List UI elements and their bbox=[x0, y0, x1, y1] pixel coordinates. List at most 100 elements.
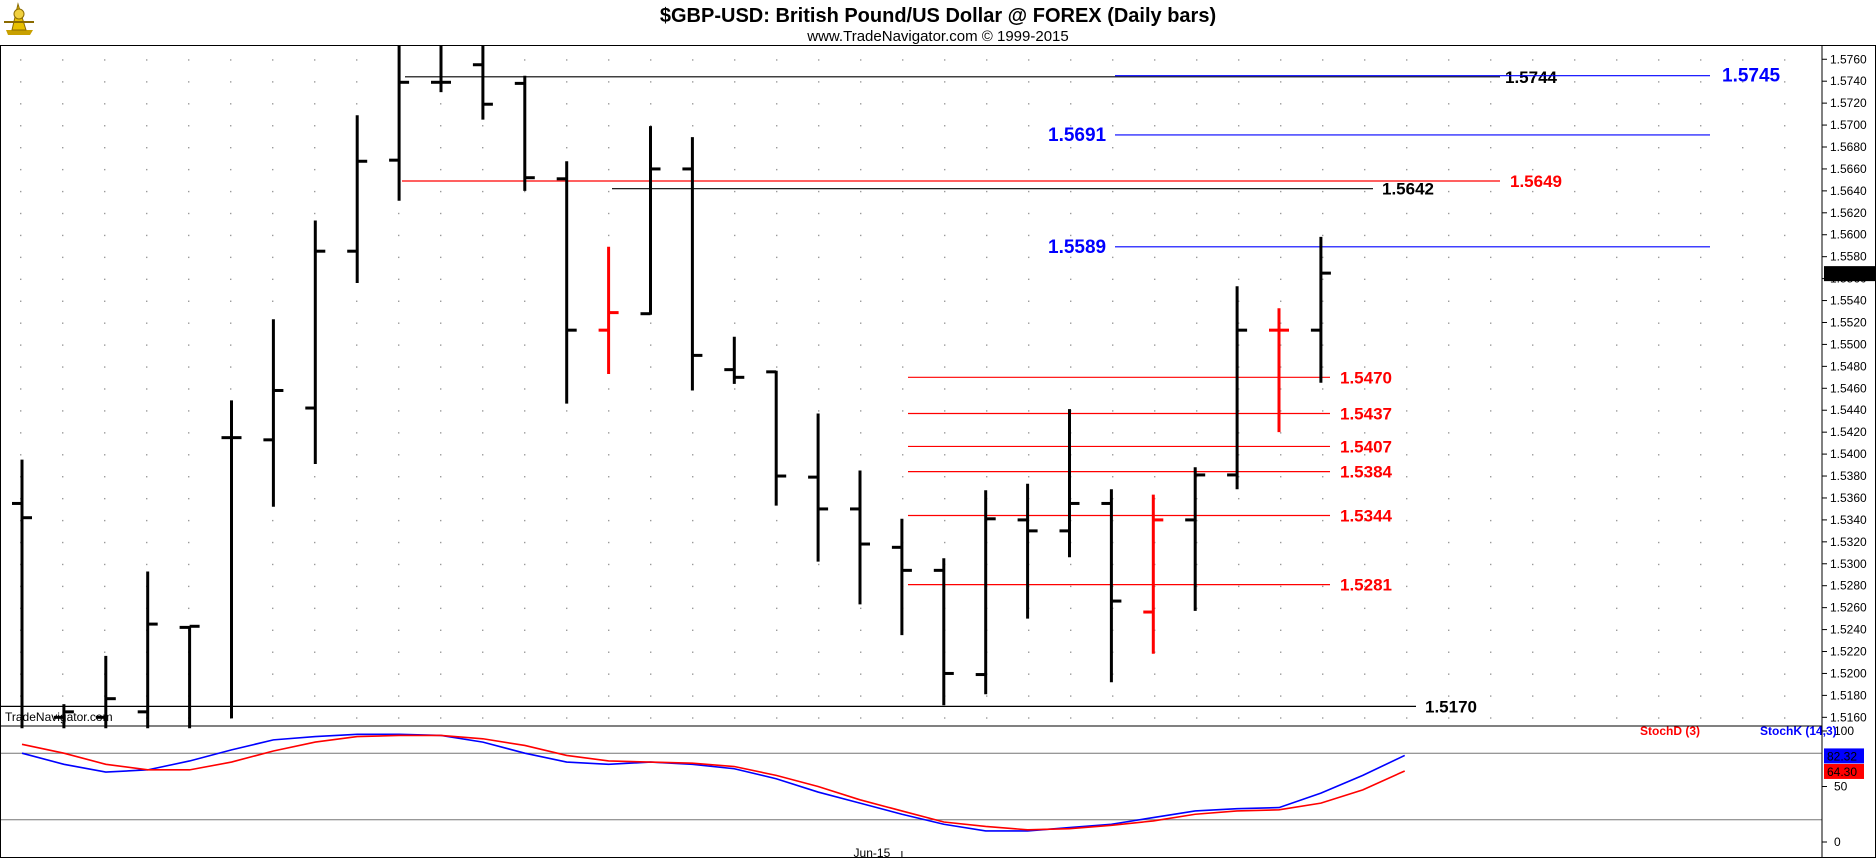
grid-dot bbox=[566, 125, 568, 127]
grid-dot bbox=[902, 300, 904, 302]
grid-dot bbox=[1070, 300, 1072, 302]
grid-dot bbox=[1070, 695, 1072, 697]
tradenavigator-logo bbox=[4, 2, 34, 35]
grid-dot bbox=[62, 651, 64, 653]
grid-dot bbox=[314, 717, 316, 719]
level-label-1.5407: 1.5407 bbox=[1340, 437, 1392, 456]
grid-dot bbox=[398, 234, 400, 237]
grid-dot bbox=[1154, 125, 1156, 127]
grid-dot bbox=[1322, 519, 1324, 522]
grid-dot bbox=[944, 147, 946, 149]
price-tick-label: 1.5740 bbox=[1830, 74, 1867, 88]
grid-dot bbox=[1406, 322, 1408, 324]
grid-dot bbox=[230, 190, 232, 193]
grid-dot bbox=[1322, 322, 1324, 324]
level-label-1.5470: 1.5470 bbox=[1340, 368, 1392, 387]
grid-dot bbox=[1112, 454, 1114, 456]
grid-dot bbox=[1364, 300, 1366, 302]
ohlc-bar bbox=[640, 126, 661, 316]
grid-dot bbox=[314, 190, 316, 193]
grid-dot bbox=[1490, 607, 1492, 610]
grid-dot bbox=[1658, 278, 1660, 281]
grid-dot bbox=[524, 234, 526, 237]
grid-dot bbox=[104, 497, 106, 500]
grid-dot bbox=[188, 541, 190, 544]
grid-dot bbox=[1364, 454, 1366, 456]
grid-dot bbox=[1742, 147, 1744, 149]
grid-dot bbox=[20, 59, 22, 61]
grid-dot bbox=[734, 81, 736, 83]
grid-dot bbox=[62, 563, 64, 566]
grid-dot bbox=[1070, 585, 1072, 588]
grid-dot bbox=[986, 168, 988, 171]
grid-dot bbox=[398, 278, 400, 281]
grid-dot bbox=[1700, 125, 1702, 127]
grid-dot bbox=[1532, 695, 1534, 697]
grid-dot bbox=[146, 256, 148, 259]
grid-dot bbox=[1196, 388, 1198, 390]
grid-dot bbox=[1532, 256, 1534, 259]
grid-dot bbox=[1070, 125, 1072, 127]
grid-dot bbox=[1406, 519, 1408, 522]
grid-dot bbox=[398, 519, 400, 522]
grid-dot bbox=[524, 432, 526, 434]
grid-dot bbox=[1238, 695, 1240, 697]
grid-dot bbox=[1196, 125, 1198, 127]
grid-dot bbox=[776, 585, 778, 588]
grid-dot bbox=[440, 695, 442, 697]
grid-dot bbox=[1574, 410, 1576, 412]
price-tick-label: 1.5760 bbox=[1830, 52, 1867, 66]
grid-dot bbox=[1742, 212, 1744, 215]
grid-dot bbox=[398, 673, 400, 675]
grid-dot bbox=[860, 651, 862, 653]
grid-dot bbox=[1322, 673, 1324, 675]
grid-dot bbox=[1532, 410, 1534, 412]
grid-dot bbox=[1574, 168, 1576, 171]
grid-dot bbox=[104, 212, 106, 215]
grid-dot bbox=[1574, 59, 1576, 61]
grid-dot bbox=[1532, 322, 1534, 324]
grid-dot bbox=[1742, 81, 1744, 83]
grid-dot bbox=[398, 476, 400, 478]
grid-dot bbox=[902, 476, 904, 478]
grid-dot bbox=[776, 125, 778, 127]
grid-dot bbox=[650, 585, 652, 588]
grid-dot bbox=[692, 717, 694, 719]
grid-dot bbox=[272, 168, 274, 171]
grid-dot bbox=[1280, 695, 1282, 697]
grid-dot bbox=[650, 607, 652, 610]
grid-dot bbox=[692, 454, 694, 456]
grid-dot bbox=[1322, 212, 1324, 215]
grid-dot bbox=[1658, 344, 1660, 346]
grid-dot bbox=[1532, 103, 1534, 105]
grid-dot bbox=[1406, 497, 1408, 500]
ohlc-bar bbox=[682, 137, 703, 391]
grid-dot bbox=[860, 300, 862, 302]
grid-dot bbox=[1616, 695, 1618, 697]
grid-dot bbox=[1154, 432, 1156, 434]
grid-dot bbox=[104, 563, 106, 566]
grid-dot bbox=[440, 212, 442, 215]
grid-dot bbox=[1322, 256, 1324, 259]
grid-dot bbox=[1700, 59, 1702, 61]
grid-dot bbox=[1490, 651, 1492, 653]
grid-dot bbox=[1070, 344, 1072, 346]
grid-dot bbox=[566, 103, 568, 105]
grid-dot bbox=[692, 81, 694, 83]
grid-dot bbox=[1490, 147, 1492, 149]
grid-dot bbox=[608, 168, 610, 171]
grid-dot bbox=[356, 322, 358, 324]
grid-dot bbox=[62, 168, 64, 171]
grid-dot bbox=[146, 476, 148, 478]
ohlc-bar bbox=[598, 246, 619, 375]
grid-dot bbox=[104, 168, 106, 171]
grid-dot bbox=[1490, 234, 1492, 237]
grid-dot bbox=[986, 432, 988, 434]
level-label-1.5281: 1.5281 bbox=[1340, 576, 1392, 595]
grid-dot bbox=[20, 278, 22, 281]
grid-dot bbox=[1700, 497, 1702, 500]
grid-dot bbox=[1616, 234, 1618, 237]
grid-dot bbox=[1406, 59, 1408, 61]
grid-dot bbox=[524, 541, 526, 544]
grid-dot bbox=[776, 563, 778, 566]
